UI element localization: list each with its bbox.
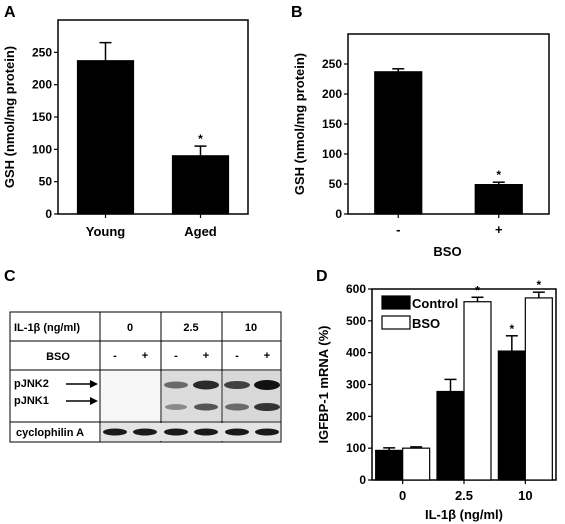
band	[225, 428, 249, 436]
blot-bso-sign: +	[203, 350, 209, 362]
y-tick-label: 150	[32, 110, 52, 124]
bar	[375, 449, 404, 481]
chart-a: 0 50 100 150 200 250 GSH (nmol/mg protein) Youn…	[2, 19, 249, 239]
bar	[76, 60, 135, 215]
y-tick-label: 50	[329, 177, 343, 191]
band	[255, 428, 279, 436]
band	[164, 428, 188, 436]
blot-image	[223, 371, 280, 421]
chart-b: 0 50 100 150 200 250 GSH (nmol/mg protein) - + * B…	[292, 33, 550, 259]
significance-mark: *	[475, 283, 480, 297]
significance-mark: *	[496, 168, 501, 182]
band	[164, 381, 188, 389]
y-tick-label: 600	[346, 282, 366, 296]
y-tick-label: 0	[45, 207, 52, 221]
bar	[524, 297, 553, 481]
y-tick-label: 200	[32, 78, 52, 92]
blot-bso-sign: +	[264, 350, 270, 362]
bar	[463, 301, 492, 481]
arrow-right-icon	[66, 397, 98, 405]
western-blot: IL-1β (ng/ml) 0 2.5 10 BSO - + - + - + p…	[9, 311, 282, 443]
x-tick-label: Young	[86, 224, 126, 239]
y-tick-label: 100	[322, 147, 342, 161]
x-tick-label: 0	[399, 488, 406, 503]
band-label-pjnk1: pJNK1	[14, 395, 49, 407]
blot-image	[101, 371, 160, 421]
x-axis-label: IL-1β (ng/ml)	[425, 507, 503, 522]
legend-swatch	[381, 315, 411, 330]
y-axis-label: IGFBP-1 mRNA (%)	[316, 326, 331, 444]
legend-swatch	[381, 295, 411, 310]
panel-label-a: A	[4, 4, 16, 21]
x-axis-label: BSO	[433, 244, 461, 259]
panel-label-d: D	[316, 268, 328, 285]
band	[133, 428, 157, 436]
blot-bso-sign: +	[142, 350, 148, 362]
x-tick-label: 2.5	[455, 488, 473, 503]
band	[225, 403, 249, 411]
y-tick-label: 250	[32, 45, 52, 59]
band-label-cyclophilin: cyclophilin A	[16, 427, 84, 439]
bar	[497, 350, 526, 481]
blot-bso-sign: -	[174, 350, 178, 362]
y-tick-label: 0	[335, 207, 342, 221]
blot-dose: 10	[245, 322, 257, 334]
bar	[402, 447, 431, 481]
band-label-pjnk2: pJNK2	[14, 378, 49, 390]
band	[254, 403, 280, 411]
band	[224, 381, 250, 389]
band	[165, 404, 187, 410]
blot-bso-sign: -	[235, 350, 239, 362]
band	[103, 428, 127, 436]
y-tick-label: 300	[346, 378, 366, 392]
blot-bso-label: BSO	[46, 351, 70, 363]
y-tick-label: 0	[359, 473, 366, 487]
band	[193, 380, 219, 390]
y-tick-label: 50	[39, 175, 53, 189]
bar	[474, 184, 523, 215]
y-tick-label: 400	[346, 346, 366, 360]
band	[194, 403, 218, 411]
blot-dose: 2.5	[183, 322, 198, 334]
y-tick-label: 200	[322, 87, 342, 101]
bar	[171, 155, 230, 215]
blot-il1b-label: IL-1β (ng/ml)	[14, 322, 80, 334]
y-tick-label: 250	[322, 57, 342, 71]
x-tick-label: 10	[518, 488, 532, 503]
panel-label-c: C	[4, 268, 16, 285]
arrow-right-icon	[66, 380, 98, 388]
band	[254, 380, 280, 390]
blot-dose: 0	[127, 322, 133, 334]
significance-mark: *	[509, 322, 514, 336]
panel-label-b: B	[291, 4, 303, 21]
blot-frame	[9, 311, 282, 443]
y-tick-label: 150	[322, 117, 342, 131]
significance-mark: *	[536, 278, 541, 292]
chart-d: 0 100 200 300 400 500 600 IGFBP-1 mRNA (%) 0 2.5 *…	[316, 278, 557, 522]
y-tick-label: 500	[346, 314, 366, 328]
y-tick-label: 100	[346, 441, 366, 455]
y-axis-label: GSH (nmol/mg protein)	[292, 53, 307, 195]
y-axis-label: GSH (nmol/mg protein)	[2, 46, 17, 188]
blot-image	[101, 423, 280, 441]
blot-bso-sign: -	[113, 350, 117, 362]
x-tick-label: +	[495, 222, 503, 237]
x-tick-label: -	[396, 222, 400, 237]
y-tick-label: 100	[32, 142, 52, 156]
band	[194, 428, 218, 436]
significance-mark: *	[198, 132, 203, 146]
bar	[436, 390, 465, 481]
x-tick-label: Aged	[184, 224, 217, 239]
legend-label: BSO	[412, 316, 440, 331]
blot-image	[162, 371, 221, 421]
y-tick-label: 200	[346, 409, 366, 423]
legend-label: Control	[412, 296, 458, 311]
bar	[374, 71, 423, 215]
